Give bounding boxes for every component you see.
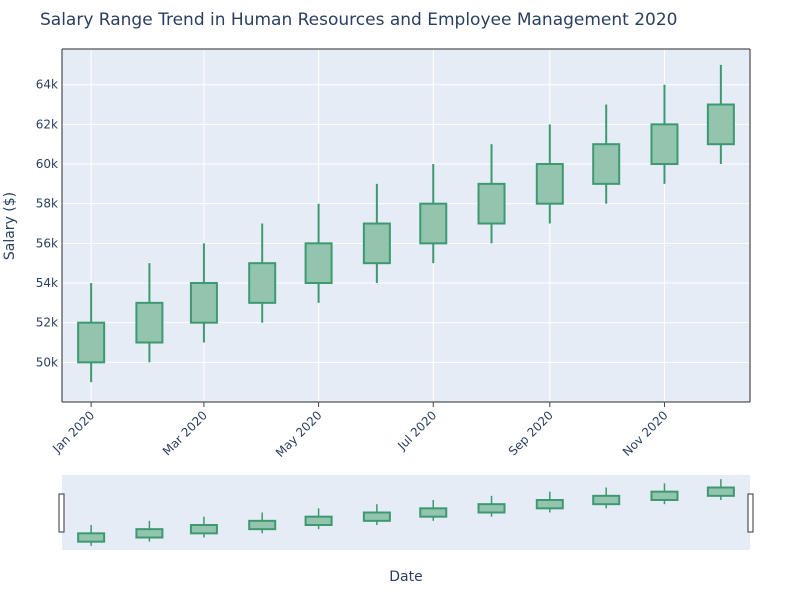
candle-body	[706, 103, 735, 146]
slider-candle	[477, 495, 506, 517]
y-tick-label: 60k	[36, 157, 58, 171]
candle[interactable]	[477, 144, 506, 244]
candle[interactable]	[304, 203, 333, 303]
slider-candle	[189, 516, 218, 538]
slider-candle-body	[419, 507, 448, 518]
slider-candle	[362, 504, 391, 525]
slider-candle-body	[304, 515, 333, 527]
candle[interactable]	[706, 64, 735, 165]
slider-candle	[77, 525, 106, 546]
candle[interactable]	[248, 223, 277, 323]
y-tick-label: 62k	[36, 117, 58, 131]
candle[interactable]	[650, 84, 679, 184]
x-tick-label: Jan 2020	[49, 408, 97, 456]
slider-candle	[706, 479, 735, 500]
range-slider[interactable]	[62, 475, 750, 550]
slider-candle-body	[77, 532, 106, 543]
x-tick-label: May 2020	[273, 408, 325, 460]
candle[interactable]	[362, 183, 391, 284]
chart-title: Salary Range Trend in Human Resources an…	[40, 10, 678, 30]
y-tick-label: 56k	[36, 236, 58, 250]
slider-candle	[135, 520, 164, 542]
candle-body	[135, 301, 164, 344]
y-tick-label: 58k	[36, 197, 58, 211]
x-tick-label: Nov 2020	[620, 408, 671, 459]
candle[interactable]	[189, 243, 218, 343]
candle-body	[535, 163, 564, 205]
slider-candle	[248, 512, 277, 534]
plot-area[interactable]	[62, 49, 750, 402]
slider-candle-body	[592, 494, 621, 506]
slider-candle-body	[189, 524, 218, 535]
slider-candle-body	[362, 511, 391, 522]
slider-candle	[419, 500, 448, 521]
gridlines	[62, 49, 750, 402]
candle-body	[362, 222, 391, 265]
y-tick-label: 64k	[36, 78, 58, 92]
slider-candle-body	[706, 486, 735, 497]
x-tick-label: Mar 2020	[160, 408, 210, 458]
candle-body	[77, 321, 106, 364]
range-slider-left-handle[interactable]	[58, 493, 65, 533]
candle-body	[650, 123, 679, 166]
slider-candle-body	[535, 499, 564, 510]
x-axis-title: Date	[389, 569, 422, 585]
candle-body	[592, 143, 621, 185]
x-tick-label: Jul 2020	[394, 408, 439, 453]
candle[interactable]	[535, 124, 564, 224]
x-tick-label: Sep 2020	[506, 408, 556, 458]
slider-candle	[535, 491, 564, 513]
y-axis-title: Salary ($)	[2, 192, 18, 260]
range-slider-right-handle[interactable]	[747, 493, 754, 533]
slider-candle-body	[248, 519, 277, 531]
y-tick-label: 50k	[36, 355, 58, 369]
candle[interactable]	[135, 263, 164, 363]
candle-body	[248, 262, 277, 304]
candles	[77, 64, 735, 383]
candle-body	[419, 202, 448, 245]
slider-candle	[650, 483, 679, 505]
candle[interactable]	[77, 283, 106, 383]
slider-candle-body	[650, 490, 679, 501]
range-slider-candles	[77, 479, 735, 546]
candle[interactable]	[592, 104, 621, 204]
y-tick-label: 54k	[36, 276, 58, 290]
candle[interactable]	[419, 164, 448, 264]
candle-body	[477, 182, 506, 225]
slider-candle-body	[135, 528, 164, 539]
candle-body	[304, 242, 333, 285]
slider-candle-body	[477, 503, 506, 514]
slider-candle	[304, 508, 333, 530]
candle-body	[189, 282, 218, 324]
y-axis-ticks: 50k 52k 54k 56k 58k 60k 62k 64k	[36, 78, 58, 370]
x-axis-ticks: Jan 2020 Mar 2020 May 2020 Jul 2020 Sep 2020…	[49, 402, 671, 460]
y-tick-label: 52k	[36, 316, 58, 330]
slider-candle	[592, 487, 621, 509]
